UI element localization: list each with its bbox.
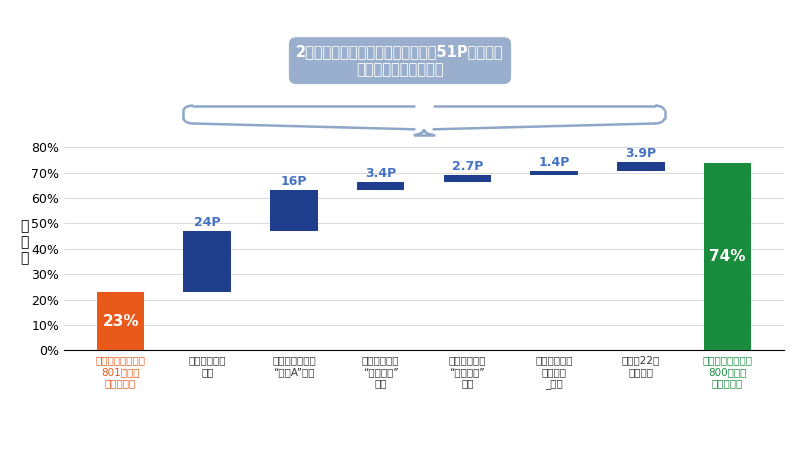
Text: 3.9P: 3.9P — [625, 146, 656, 159]
Bar — [270, 190, 318, 231]
Bar — [703, 163, 751, 350]
Bar — [357, 182, 405, 190]
Text: 23%: 23% — [102, 313, 139, 329]
Bar — [530, 172, 578, 175]
Y-axis label: 離
反
率: 離 反 率 — [20, 219, 28, 266]
Bar — [617, 162, 665, 172]
Bar — [97, 292, 145, 350]
Text: 24P: 24P — [194, 216, 221, 229]
Text: 3.4P: 3.4P — [365, 167, 396, 180]
Text: 2セグメント間の平均離反率の差分51Pに占める
各変数の寄与の度合い: 2セグメント間の平均離反率の差分51Pに占める 各変数の寄与の度合い — [296, 44, 504, 77]
Text: 2.7P: 2.7P — [452, 160, 483, 173]
Text: 1.4P: 1.4P — [538, 156, 570, 169]
Bar — [443, 175, 491, 182]
Text: 16P: 16P — [281, 176, 307, 189]
Bar — [183, 231, 231, 292]
Text: 74%: 74% — [709, 249, 746, 264]
